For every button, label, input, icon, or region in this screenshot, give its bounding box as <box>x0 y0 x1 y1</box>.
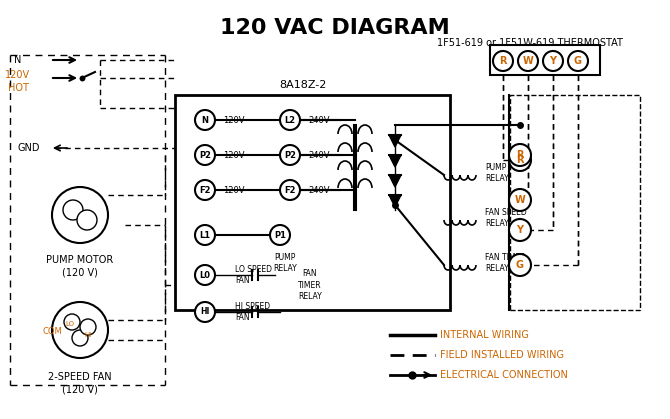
Text: 120V: 120V <box>223 186 245 194</box>
Circle shape <box>195 110 215 130</box>
Circle shape <box>509 149 531 171</box>
Text: 240V: 240V <box>308 150 330 160</box>
Text: FAN TIMER
RELAY: FAN TIMER RELAY <box>485 253 526 273</box>
Text: GND: GND <box>18 143 40 153</box>
Text: N: N <box>14 55 21 65</box>
Text: 2-SPEED FAN
(120 V): 2-SPEED FAN (120 V) <box>48 372 112 394</box>
Text: 240V: 240V <box>308 186 330 194</box>
Circle shape <box>80 319 96 335</box>
Circle shape <box>64 314 80 330</box>
Text: R: R <box>499 56 507 66</box>
Text: HI: HI <box>84 332 92 338</box>
Circle shape <box>270 225 290 245</box>
Circle shape <box>195 302 215 322</box>
Text: PUMP
RELAY: PUMP RELAY <box>273 253 297 273</box>
Circle shape <box>509 144 531 166</box>
Text: PUMP MOTOR
(120 V): PUMP MOTOR (120 V) <box>46 255 114 277</box>
Text: N: N <box>202 116 208 124</box>
Polygon shape <box>389 175 401 187</box>
Circle shape <box>63 200 83 220</box>
Text: W: W <box>523 56 533 66</box>
Circle shape <box>195 180 215 200</box>
Text: P1: P1 <box>274 230 286 240</box>
Circle shape <box>195 145 215 165</box>
Text: LO: LO <box>66 321 74 327</box>
Text: HI: HI <box>200 308 210 316</box>
Text: PUMP
RELAY: PUMP RELAY <box>485 163 509 183</box>
Circle shape <box>52 302 108 358</box>
Text: W: W <box>515 195 525 205</box>
Circle shape <box>543 51 563 71</box>
Circle shape <box>72 330 88 346</box>
Circle shape <box>518 51 538 71</box>
Circle shape <box>195 225 215 245</box>
Text: P2: P2 <box>199 150 211 160</box>
Circle shape <box>280 145 300 165</box>
Text: F2: F2 <box>284 186 295 194</box>
Text: FAN
TIMER
RELAY: FAN TIMER RELAY <box>298 269 322 300</box>
Text: 240V: 240V <box>308 116 330 124</box>
Text: Y: Y <box>517 225 523 235</box>
Circle shape <box>509 254 531 276</box>
Text: G: G <box>574 56 582 66</box>
Circle shape <box>509 219 531 241</box>
Text: F2: F2 <box>199 186 211 194</box>
Circle shape <box>195 265 215 285</box>
Bar <box>490 45 600 75</box>
Circle shape <box>280 180 300 200</box>
Text: 120V: 120V <box>223 116 245 124</box>
Circle shape <box>568 51 588 71</box>
Text: HI SPEED
FAN: HI SPEED FAN <box>235 302 270 322</box>
Text: HOT: HOT <box>7 83 28 93</box>
Text: COM: COM <box>42 328 62 336</box>
Text: ELECTRICAL CONNECTION: ELECTRICAL CONNECTION <box>440 370 568 380</box>
Text: G: G <box>516 260 524 270</box>
Text: Y: Y <box>549 56 557 66</box>
Circle shape <box>77 210 97 230</box>
Text: 120 VAC DIAGRAM: 120 VAC DIAGRAM <box>220 18 450 38</box>
Text: FAN SPEED
RELAY: FAN SPEED RELAY <box>485 208 527 228</box>
Text: L1: L1 <box>200 230 210 240</box>
Text: L0: L0 <box>200 271 210 279</box>
Text: 1F51-619 or 1F51W-619 THERMOSTAT: 1F51-619 or 1F51W-619 THERMOSTAT <box>437 38 623 48</box>
Text: LO SPEED
FAN: LO SPEED FAN <box>235 265 272 285</box>
Circle shape <box>52 187 108 243</box>
Text: P2: P2 <box>284 150 296 160</box>
Polygon shape <box>389 195 401 207</box>
Circle shape <box>509 189 531 211</box>
Text: 120V: 120V <box>223 150 245 160</box>
Circle shape <box>493 51 513 71</box>
Text: 120V: 120V <box>5 70 31 80</box>
Text: FIELD INSTALLED WIRING: FIELD INSTALLED WIRING <box>440 350 564 360</box>
Bar <box>175 95 450 310</box>
Polygon shape <box>389 135 401 147</box>
Text: R: R <box>517 150 524 160</box>
Circle shape <box>280 110 300 130</box>
Polygon shape <box>389 155 401 167</box>
Text: R: R <box>517 155 524 165</box>
Text: L2: L2 <box>285 116 295 124</box>
Bar <box>510 95 640 310</box>
Text: 8A18Z-2: 8A18Z-2 <box>279 80 326 90</box>
Text: INTERNAL WIRING: INTERNAL WIRING <box>440 330 529 340</box>
